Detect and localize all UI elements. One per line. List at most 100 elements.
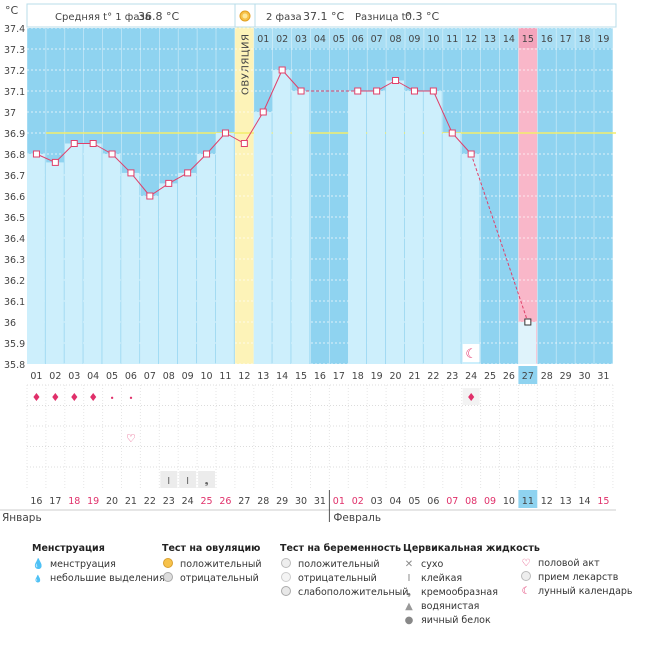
pill-icon [520,570,532,586]
legend-title: Тест на беременность [280,543,401,554]
diff-label: Разница t° [355,12,411,23]
creamy-icon: ❟ [205,476,209,487]
temperature-bar [178,172,197,364]
phase2-day-label: 18 [579,34,591,45]
x-tick-label: 31 [597,371,609,382]
phase1-value: 36.8 °C [138,10,179,23]
x-tick-label: 02 [49,371,61,382]
legend-title: Менструация [32,543,105,554]
x-tick-label: 05 [106,371,118,382]
temperature-bar [348,91,367,364]
x-tick-label: 21 [408,371,420,382]
phase2-day-label: 09 [408,34,420,45]
data-point [448,129,456,137]
calendar-date: 06 [427,496,439,507]
x-tick-label: 28 [541,371,553,382]
temperature-bar [64,143,83,364]
phase2-day-label: 05 [333,34,345,45]
legend-title: Тест на овуляцию [162,543,261,554]
temperature-bar [367,91,386,364]
y-tick-label: 36 [4,318,16,329]
data-point [184,169,192,177]
legend-other: ♡ половой акт прием лекарств ☾ лунный кале… [520,557,633,599]
x-tick-label: 01 [30,371,42,382]
legend-label: отрицательный [298,573,377,584]
calendar-date: 16 [30,496,42,507]
phase2-day-label: 06 [352,34,364,45]
moon-icon: ☾ [521,586,531,597]
legend-ovulation-test: Тест на овуляцию положительный отрицател… [162,543,262,586]
ovulation-label: ОВУЛЯЦИЯ [240,34,251,96]
calendar-date: 31 [314,496,326,507]
marker-box [160,471,178,488]
phase2-day-label: 19 [597,34,609,45]
x-tick-label: 11 [219,371,231,382]
calendar-date: 09 [484,496,496,507]
x-tick-label: 06 [125,371,137,382]
temperature-bar [386,80,404,364]
temperature-bar [518,322,537,364]
calendar-date: 01 [333,496,345,507]
legend-label: клейкая [421,573,463,584]
legend-label: положительный [180,559,262,570]
y-tick-label: 37 [4,108,16,119]
x-tick-label: 07 [144,371,156,382]
data-point [354,87,362,95]
data-point [108,150,116,158]
calendar-date: 13 [560,496,572,507]
marker-box [462,388,480,405]
data-point [203,150,211,158]
series-line [243,111,264,144]
moon-icon: ☾ [465,347,477,362]
calendar-date: 23 [163,496,175,507]
calendar-date: 26 [219,496,231,507]
month-label: Январь [2,512,42,524]
phase2-day-label: 10 [427,34,439,45]
positive-test-icon [162,557,174,573]
data-point [429,87,437,95]
menstruation-icon: ♦ [466,391,476,404]
calendar-date: 05 [408,496,420,507]
sticky-icon: I [186,476,189,487]
x-tick-label: 09 [182,371,194,382]
y-tick-label: 37.4 [4,24,25,35]
x-tick-label: 17 [333,371,345,382]
calendar-date: 04 [390,496,402,507]
temperature-bar [423,91,442,364]
y-tick-label: 37.2 [4,66,25,77]
calendar-date: 20 [106,496,118,507]
y-tick-label: 37.1 [4,87,25,98]
legend-label: сухо [421,559,444,570]
data-point [467,150,475,158]
data-point [221,129,229,137]
calendar-date: 18 [68,496,80,507]
series-line-dotted [470,153,529,323]
temperature-bar [272,70,291,364]
x-tick-label: 12 [238,371,250,382]
data-point [240,140,248,147]
x-tick-label: 26 [503,371,515,382]
calendar-date: 08 [465,496,477,507]
phase2-day-label: 17 [560,34,572,45]
x-tick-label: 14 [276,371,288,382]
calendar-date: 22 [144,496,156,507]
calendar-date: 15 [597,496,609,507]
legend-label: небольшие выделения [50,573,165,584]
temperature-bar [27,154,45,364]
bbt-chart: °C ОВУЛЯЦИЯ 01 02 03 04 05 06 07 08 09 10 11 12 13 14 1… [0,3,617,524]
data-point [89,140,97,147]
legend-label: кремообразная [421,587,498,598]
calendar-date: 27 [238,496,250,507]
temperature-bar [45,162,64,364]
y-tick-label: 35.9 [4,339,25,350]
y-tick-label: 36.5 [4,213,25,224]
y-tick-label: 36.3 [4,255,25,266]
data-point [392,77,400,84]
y-tick-label: 36.4 [4,234,25,245]
temperature-bar [216,133,234,364]
x-tick-label: 27 [522,371,534,382]
temperature-bar [405,91,423,364]
phase2-day-label: 11 [446,34,458,45]
legend-label: прием лекарств [538,572,619,583]
x-tick-label: 22 [427,371,439,382]
